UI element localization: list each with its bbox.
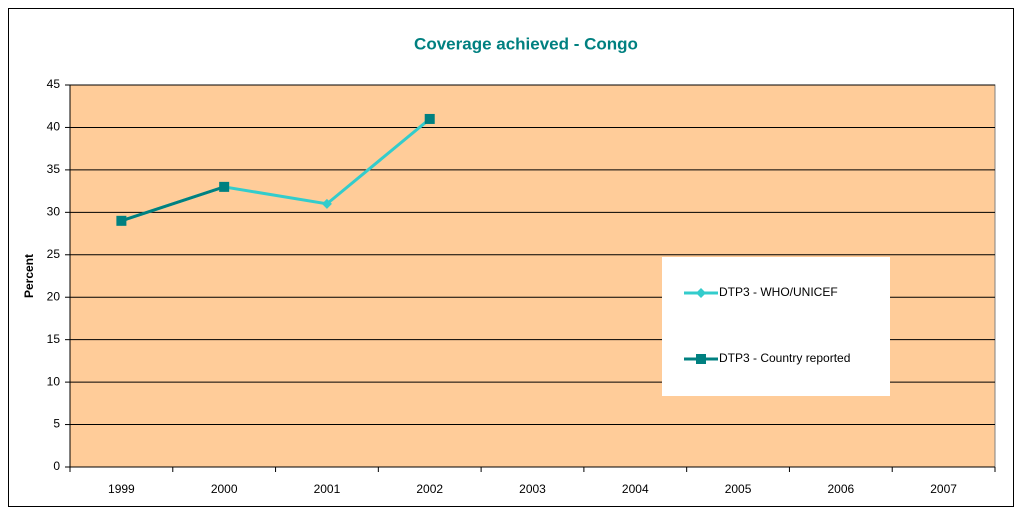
marker: [321, 198, 332, 209]
legend-label: DTP3 - Country reported: [719, 351, 850, 365]
series-line: [120, 117, 431, 223]
y-tick-label: 20: [47, 289, 61, 303]
x-tick-label: 2003: [519, 482, 546, 496]
marker: [116, 215, 127, 226]
y-tick-label: 25: [47, 247, 61, 261]
x-tick-label: 2005: [725, 482, 752, 496]
x-tick-label: 2002: [416, 482, 443, 496]
y-tick-label: 15: [47, 332, 61, 346]
legend-label: DTP3 - WHO/UNICEF: [719, 285, 838, 299]
marker: [696, 354, 706, 364]
y-axis-label: Percent: [22, 254, 36, 298]
x-tick-label: 2006: [827, 482, 854, 496]
x-tick-label: 1999: [108, 482, 135, 496]
marker: [696, 288, 706, 298]
marker: [424, 113, 435, 124]
y-tick-label: 45: [47, 77, 61, 91]
y-tick-label: 40: [47, 120, 61, 134]
x-tick-label: 2000: [211, 482, 238, 496]
x-tick-label: 2007: [930, 482, 957, 496]
legend-box: [662, 257, 890, 396]
y-tick-label: 30: [47, 205, 61, 219]
x-tick-label: 2004: [622, 482, 649, 496]
chart-title: Coverage achieved - Congo: [414, 34, 638, 53]
marker: [219, 181, 230, 192]
y-tick-label: 10: [47, 374, 61, 388]
y-tick-label: 5: [53, 417, 60, 431]
y-tick-label: 0: [53, 459, 60, 473]
y-tick-label: 35: [47, 162, 61, 176]
x-tick-label: 2001: [314, 482, 341, 496]
